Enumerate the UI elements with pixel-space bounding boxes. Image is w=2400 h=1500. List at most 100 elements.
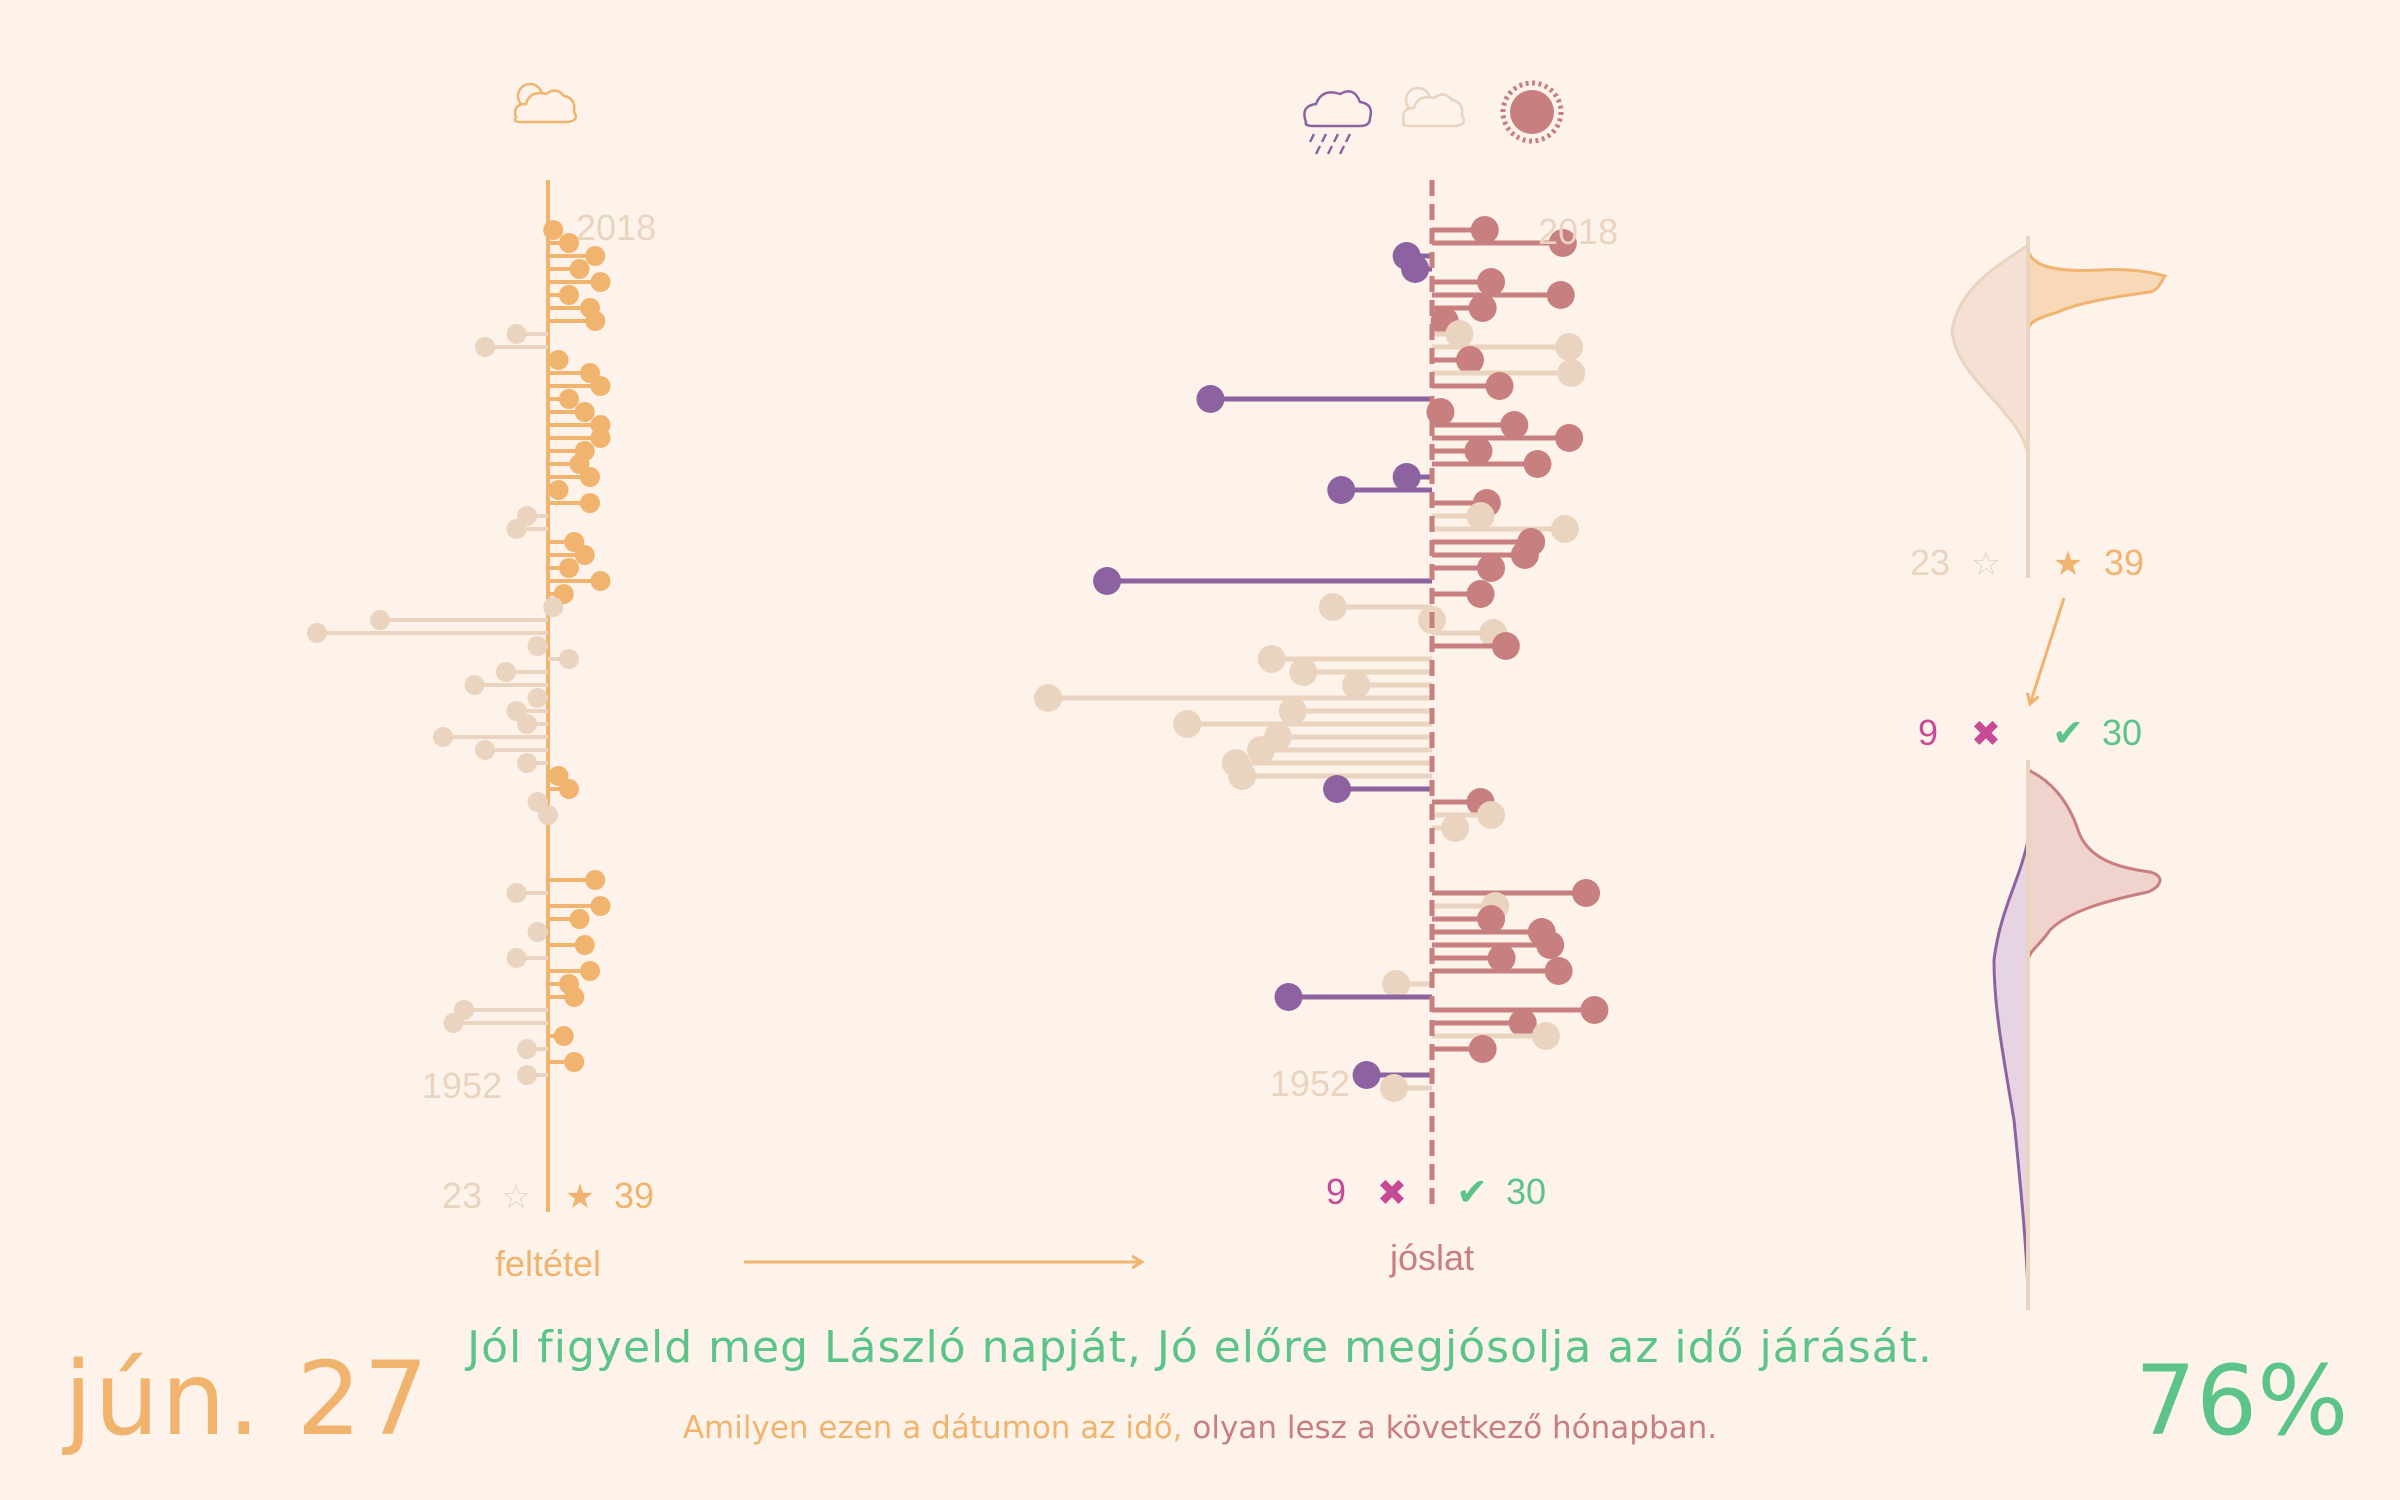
lollipop-dot	[1580, 996, 1609, 1024]
lollipop-dot	[1487, 944, 1516, 972]
lollipop-dot	[506, 519, 527, 539]
lollipop-dot	[1572, 879, 1601, 907]
miss-star-icon: ☆	[1971, 544, 2001, 584]
violin-miss-half	[1950, 242, 2030, 575]
lollipop-forecast-1984	[1289, 658, 1432, 686]
lollipop-dot	[590, 272, 611, 292]
lollipop-dot	[590, 428, 611, 448]
lollipop-condition-2004	[548, 402, 595, 422]
lollipop-condition-1983	[464, 675, 548, 695]
lollipop-forecast-2014	[1432, 268, 1506, 296]
lollipop-dot	[564, 987, 585, 1007]
lollipop-forecast-1972	[1432, 814, 1470, 842]
lollipop-condition-1998	[548, 480, 569, 500]
lollipop-dot	[1477, 268, 1506, 296]
lollipop-dot	[517, 753, 537, 773]
miss-count: 23	[1910, 542, 1950, 583]
lollipop-forecast-1957	[1432, 1009, 1537, 1037]
lollipop-dot	[548, 480, 569, 500]
lollipop-dot	[1557, 359, 1586, 387]
lollipop-dot	[1289, 658, 1318, 686]
subtitle-text: Amilyen ezen a dátumon az idő, olyan les…	[0, 1410, 2400, 1446]
lollipop-condition-2001	[548, 441, 595, 461]
lollipop-dot	[1323, 775, 1352, 803]
lollipop-dot	[1548, 229, 1577, 257]
lollipop-dot	[1228, 762, 1257, 790]
lollipop-dot	[569, 259, 590, 279]
lollipop-dot	[590, 896, 611, 916]
lollipop-dot	[1477, 801, 1506, 829]
lollipop-condition-1979	[433, 727, 548, 747]
lollipop-dot	[553, 1026, 574, 1046]
lollipop-dot	[475, 337, 495, 357]
rain-cloud-icon	[1303, 90, 1373, 155]
lollipop-dot	[559, 285, 579, 305]
lollipop-condition-1973	[538, 805, 558, 825]
lollipop-condition-2002	[548, 428, 611, 448]
lollipop-condition-2011	[548, 311, 606, 331]
proverb-text: Jól figyeld meg László napját, Jó előre …	[467, 1322, 1933, 1373]
condition-violin: 23 ☆ ★ 39	[1910, 236, 2168, 584]
lollipop-condition-1959	[548, 987, 585, 1007]
subtitle-part1: Amilyen ezen a dátumon az idő,	[682, 1410, 1183, 1446]
lollipop-dot	[1555, 424, 1584, 452]
lollipop-dot	[527, 688, 548, 708]
lollipop-condition-1984	[496, 662, 548, 682]
lollipop-forecast-1991	[1093, 567, 1432, 595]
wrong-x-icon: ✖	[1377, 1173, 1407, 1214]
condition-axis-label: feltétel	[495, 1243, 601, 1284]
lollipop-condition-1995	[506, 519, 548, 539]
lollipop-forecast-1983	[1342, 671, 1432, 699]
correct-check-icon: ✔	[1456, 1170, 1488, 1214]
lollipop-condition-1966	[548, 896, 611, 916]
hit-count: 39	[614, 1175, 654, 1216]
lollipop-dot	[585, 870, 606, 890]
miss-star-icon: ☆	[501, 1177, 531, 1217]
lollipop-forecast-1996	[1432, 502, 1495, 530]
lollipop-dot	[433, 727, 453, 747]
lollipop-dot	[1257, 645, 1286, 673]
lollipop-dot	[1401, 255, 1430, 283]
lollipop-dot	[517, 1039, 537, 1059]
lollipop-condition-1988	[370, 610, 548, 630]
violin-hot-half	[2026, 767, 2162, 961]
lollipop-condition-1986	[527, 636, 548, 656]
lollipop-dot	[1464, 437, 1493, 465]
condition-chart: 2018 1952 23 ☆ ★ 39 feltétel	[307, 180, 656, 1284]
lollipop-condition-2008	[548, 350, 569, 370]
lollipop-forecast-1989	[1318, 593, 1432, 621]
lollipop-condition-1989	[543, 597, 564, 617]
hit-count: 39	[2104, 542, 2144, 583]
year-label-top: 2018	[576, 207, 656, 248]
lollipop-dot	[585, 246, 606, 266]
lollipop-dot	[1382, 970, 1411, 998]
lollipop-forecast-1998	[1327, 476, 1432, 504]
lollipop-dot	[1468, 294, 1497, 322]
lollipop-dot	[590, 376, 611, 396]
lollipop-dot	[1491, 632, 1520, 660]
partly-cloudy-icon	[513, 82, 578, 124]
lollipop-dot	[580, 467, 600, 487]
lollipop-dot	[1468, 1035, 1497, 1063]
lollipop-condition-2013	[548, 285, 579, 305]
lollipop-forecast-2001	[1432, 437, 1493, 465]
lollipop-dot	[1274, 983, 1303, 1011]
lollipop-condition-2018	[543, 220, 564, 240]
lollipop-dot	[1318, 593, 1347, 621]
wrong-x-icon: ✖	[1971, 714, 2001, 755]
lollipop-dot	[307, 623, 327, 643]
lollipop-condition-1977	[517, 753, 548, 773]
lollipop-dot	[1380, 1074, 1409, 1102]
lollipop-dot	[1500, 411, 1529, 439]
lollipop-dot	[527, 922, 548, 942]
lollipop-condition-1968	[548, 870, 606, 890]
lollipop-forecast-1958	[1432, 996, 1609, 1024]
lollipop-condition-1985	[548, 649, 579, 669]
lollipop-forecast-1963	[1432, 931, 1565, 959]
date-label: jún. 27	[64, 1340, 431, 1459]
lollipop-forecast-2002	[1432, 424, 1584, 452]
lollipop-dot	[564, 1052, 585, 1072]
lollipop-forecast-2000	[1432, 450, 1552, 478]
lollipop-dot	[1531, 1022, 1560, 1050]
lollipop-forecast-1986	[1432, 632, 1520, 660]
